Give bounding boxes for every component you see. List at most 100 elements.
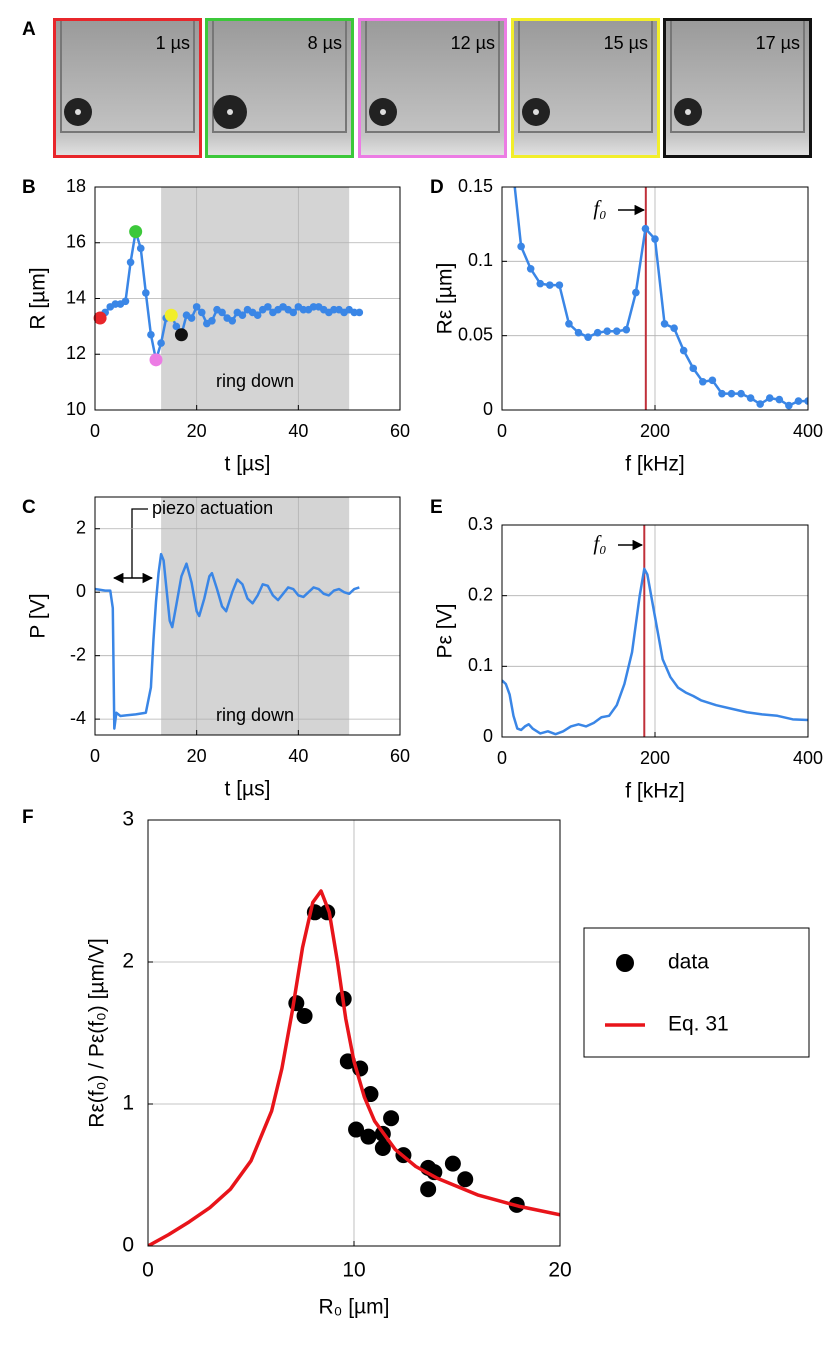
x-axis-label: t [µs] — [225, 453, 271, 476]
x-tick-label: 400 — [793, 748, 823, 768]
line-marker — [679, 346, 688, 355]
y-tick-label: -2 — [70, 644, 86, 664]
frame-label: 15 µs — [604, 33, 648, 53]
y-axis-label: Rε [µm] — [434, 263, 457, 335]
line-marker — [264, 303, 272, 311]
annotation: f₀ — [593, 531, 606, 555]
x-tick-label: 0 — [142, 1259, 154, 1282]
y-tick-label: 0.15 — [458, 176, 493, 196]
panel-letter: B — [22, 177, 36, 198]
line-marker — [536, 279, 545, 288]
line-marker — [660, 319, 669, 328]
y-tick-label: 3 — [122, 808, 134, 831]
y-axis-label: Pε [V] — [434, 604, 457, 659]
line-marker — [804, 397, 808, 405]
highlight-point — [164, 308, 178, 322]
y-axis-label: Rε(f₀) / Pε(f₀) [µm/V] — [86, 938, 109, 1127]
x-axis-label: f [kHz] — [625, 453, 685, 476]
frame-label: 12 µs — [451, 33, 495, 53]
x-tick-label: 20 — [548, 1259, 571, 1282]
plot-frame — [501, 524, 809, 738]
y-tick-label: 0.1 — [468, 655, 493, 675]
chart-panel: D 0 200 400 0 0.05 0.1 0.15 f₀ f [kHz] Rε [µm] — [430, 176, 823, 476]
line-marker — [584, 333, 592, 341]
line-marker — [355, 308, 364, 317]
scatter-point — [374, 1140, 391, 1157]
line-marker — [756, 400, 764, 408]
x-tick-label: 0 — [90, 746, 100, 766]
line-marker — [517, 242, 525, 251]
line-marker — [718, 389, 726, 398]
legend-swatch — [616, 954, 634, 972]
highlight-point — [174, 328, 188, 342]
y-tick-label: 0.1 — [468, 250, 493, 270]
scatter-point — [383, 1110, 400, 1127]
x-axis-label: t [µs] — [225, 778, 271, 801]
line-marker — [737, 389, 745, 398]
y-tick-label: 16 — [66, 232, 86, 252]
line-marker — [289, 308, 298, 317]
plot-frame — [94, 496, 401, 736]
y-tick-label: 2 — [122, 950, 134, 973]
line-marker — [603, 327, 611, 336]
x-tick-label: 40 — [288, 746, 308, 766]
line-marker — [670, 324, 678, 333]
bubble-glint — [685, 109, 691, 115]
line-marker — [651, 235, 659, 243]
line-marker — [775, 395, 784, 404]
bubble-glint — [75, 109, 81, 115]
x-tick-label: 10 — [342, 1259, 365, 1282]
line-marker — [785, 401, 793, 410]
highlight-point — [93, 311, 107, 325]
line-marker — [546, 281, 554, 289]
line-marker — [574, 328, 583, 337]
annotation: ring down — [216, 705, 294, 725]
y-tick-label: 18 — [66, 176, 86, 196]
panel-letter: D — [430, 177, 444, 198]
line-marker — [147, 330, 155, 339]
legend-label: data — [668, 951, 709, 974]
line-marker — [708, 376, 717, 385]
frame-label: 1 µs — [156, 33, 190, 53]
frame-label: 17 µs — [756, 33, 800, 53]
y-tick-label: -4 — [70, 708, 86, 728]
y-tick-label: 2 — [76, 517, 86, 537]
x-tick-label: 0 — [90, 421, 100, 441]
line-marker — [765, 394, 774, 402]
line-marker — [197, 308, 206, 317]
shade-region — [161, 497, 350, 735]
highlight-point — [129, 225, 143, 239]
line-marker — [632, 288, 640, 297]
line-marker — [157, 339, 165, 347]
scatter-point — [348, 1121, 365, 1138]
panel-letter: A — [22, 19, 36, 40]
frame-border — [511, 18, 660, 158]
annotation: f₀ — [593, 196, 606, 220]
line-marker — [136, 244, 145, 253]
y-tick-label: 0.2 — [468, 584, 493, 604]
x-tick-label: 400 — [793, 421, 823, 441]
line-marker — [593, 328, 602, 337]
frame-border — [663, 18, 812, 158]
y-tick-label: 12 — [66, 343, 86, 363]
x-axis-label: R₀ [µm] — [319, 1296, 390, 1319]
scatter-point — [360, 1128, 377, 1145]
line-marker — [121, 297, 130, 306]
annotation: ring down — [216, 371, 294, 391]
line-marker — [126, 258, 135, 267]
line-marker — [208, 317, 216, 325]
frame-border — [53, 18, 202, 158]
line-marker — [689, 364, 698, 373]
panel-letter: C — [22, 497, 36, 518]
x-tick-label: 0 — [497, 748, 507, 768]
line-marker — [746, 394, 755, 402]
y-tick-label: 1 — [122, 1092, 134, 1115]
y-tick-label: 0 — [483, 726, 493, 746]
highlight-point — [149, 353, 163, 367]
line-marker — [142, 289, 150, 297]
x-tick-label: 40 — [288, 421, 308, 441]
panel-a: A 1 µs 8 µs 12 µs 15 µs 17 µs — [22, 18, 812, 158]
legend-label: Eq. 31 — [668, 1013, 729, 1036]
line-marker — [612, 327, 621, 336]
